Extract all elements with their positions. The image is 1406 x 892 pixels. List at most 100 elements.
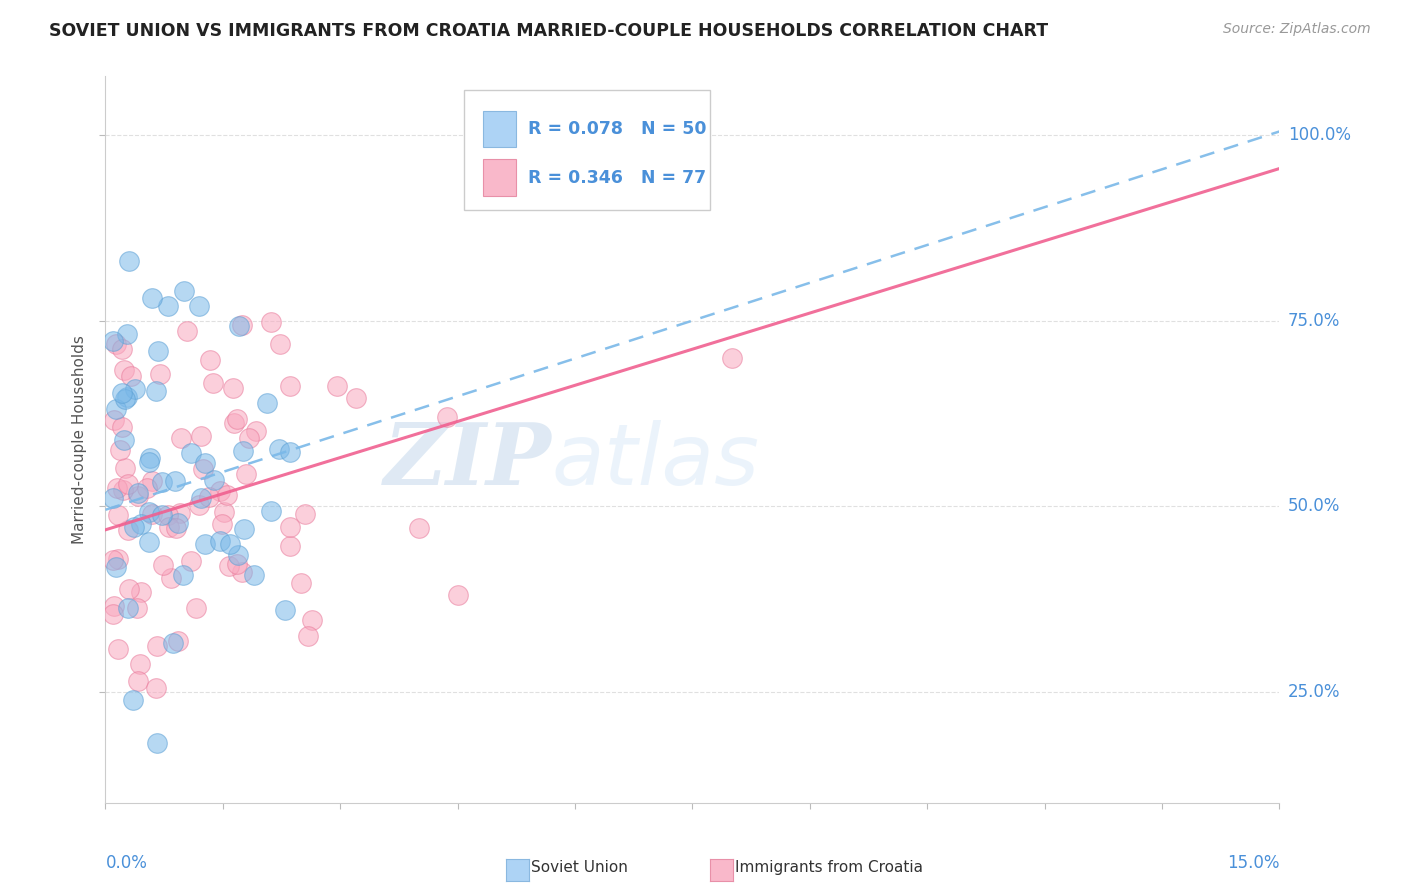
Point [150,475,173,490]
Point [163,475,186,489]
Point [259,315,281,329]
Point [167,633,190,648]
Point [103,599,125,614]
Point [447,588,470,602]
Point [157,519,180,533]
Point [346,391,368,405]
Point [198,353,221,368]
Point [107,552,129,566]
Point [112,363,135,377]
Point [103,607,125,622]
Point [231,318,253,332]
Text: Source: ZipAtlas.com: Source: ZipAtlas.com [1223,22,1371,37]
Point [269,336,291,351]
Point [238,431,260,445]
Point [138,505,160,519]
Point [224,416,246,430]
Text: Soviet Union: Soviet Union [531,860,628,874]
Point [209,483,232,498]
Point [186,601,208,615]
Point [165,521,187,535]
Point [103,553,125,567]
Point [233,522,256,536]
Point [211,517,233,532]
Point [194,456,217,470]
Point [228,318,250,333]
Point [269,442,291,457]
Point [117,477,139,491]
Point [131,584,153,599]
Point [245,424,267,438]
Point [127,485,149,500]
Point [107,508,129,522]
Point [290,576,312,591]
Text: ZIP: ZIP [384,419,551,503]
Text: 50.0%: 50.0% [1288,497,1340,515]
Point [436,409,458,424]
FancyBboxPatch shape [464,90,710,211]
Point [110,342,132,356]
Text: R = 0.078   N = 50: R = 0.078 N = 50 [529,120,707,138]
Point [117,582,139,597]
Point [112,434,135,448]
Text: 15.0%: 15.0% [1227,854,1279,871]
Point [141,291,163,305]
Point [231,565,253,579]
Point [127,489,149,503]
Point [280,378,302,392]
Point [103,412,125,426]
Point [112,483,135,497]
Point [114,461,136,475]
Text: SOVIET UNION VS IMMIGRANTS FROM CROATIA MARRIED-COUPLE HOUSEHOLDS CORRELATION CH: SOVIET UNION VS IMMIGRANTS FROM CROATIA … [49,22,1049,40]
Point [524,187,547,202]
Point [173,284,195,298]
Point [256,395,278,409]
Point [218,559,240,574]
Text: 75.0%: 75.0% [1288,311,1340,330]
Text: 25.0%: 25.0% [1288,682,1340,700]
Point [235,467,257,482]
Text: 0.0%: 0.0% [105,854,148,871]
Point [110,442,132,457]
Point [105,336,128,351]
Point [226,412,249,426]
Point [145,384,167,398]
Point [180,446,202,460]
Point [201,376,224,391]
Point [141,474,163,488]
Point [226,549,249,563]
Point [260,504,283,518]
Point [191,462,214,476]
Point [118,254,141,268]
Point [120,369,142,384]
Point [297,629,319,643]
Point [301,613,323,627]
Point [274,603,297,617]
Point [138,451,160,466]
Point [172,568,194,582]
Point [326,379,349,393]
Point [121,693,143,707]
Point [209,534,232,549]
Point [105,481,128,495]
Point [127,674,149,689]
Point [124,382,146,396]
Point [107,642,129,657]
Point [278,539,301,553]
Point [145,681,167,696]
Point [117,601,139,615]
Point [294,508,316,522]
Point [278,444,301,458]
Point [156,508,179,522]
Point [110,386,132,401]
Point [145,736,167,750]
Point [117,390,139,404]
Point [219,537,242,551]
Point [129,516,152,531]
Point [104,401,127,416]
Point [148,344,170,359]
Text: 100.0%: 100.0% [1288,126,1351,145]
Point [117,523,139,537]
Point [190,491,212,505]
Point [138,455,160,469]
